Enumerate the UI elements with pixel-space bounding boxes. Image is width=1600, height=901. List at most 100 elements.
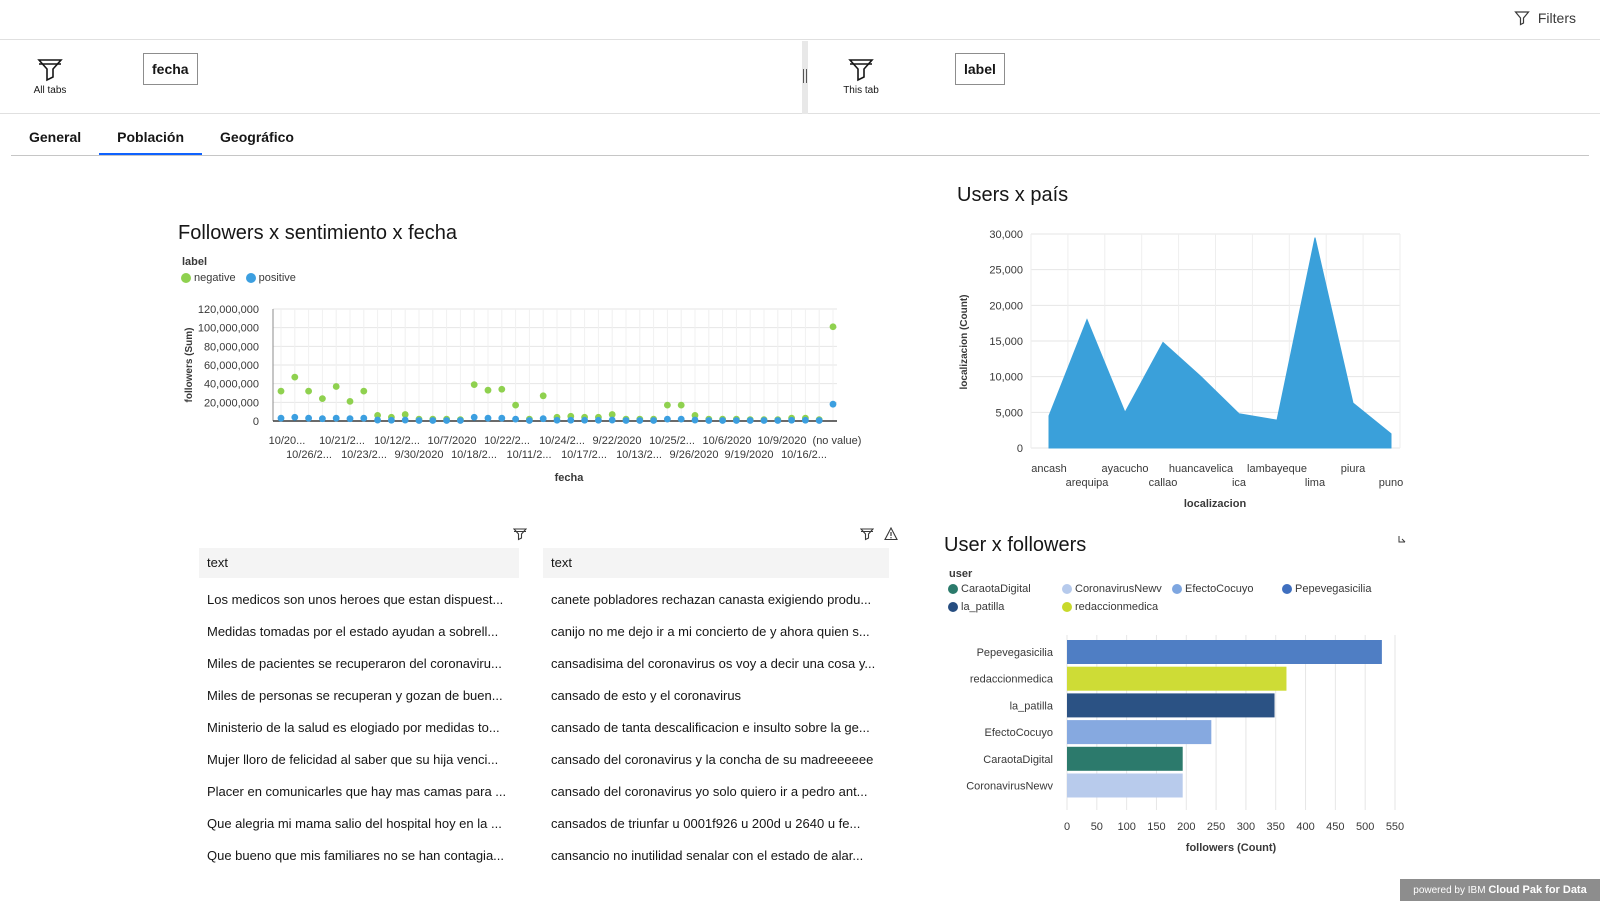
table-row[interactable]: cansados de triunfar u 0001f926 u 200d u… (551, 816, 861, 831)
table-header[interactable]: text (199, 548, 519, 578)
y-tick-label: 20,000 (989, 300, 1023, 312)
legend-swatch (245, 273, 256, 283)
legend-item-positive[interactable]: positive (245, 272, 296, 284)
x-tick-label: 550 (1386, 821, 1404, 833)
x-axis-title: localizacion (1184, 498, 1247, 510)
table-row[interactable]: Los medicos son unos heroes que estan di… (207, 592, 504, 607)
legend-item-negative[interactable]: negative (181, 272, 236, 284)
y-axis-title: user (940, 701, 941, 722)
filter-bar: All tabs fecha This tab label (0, 41, 1600, 114)
expand-icon[interactable] (1397, 534, 1407, 544)
x-tick-label: ancash (1031, 463, 1066, 475)
table-row[interactable]: cansancio no inutilidad senalar con el e… (551, 848, 864, 863)
filters-button[interactable]: Filters (1514, 10, 1576, 26)
scatter-point-negative (470, 381, 478, 388)
y-axis-title: localizacion (Count) (959, 295, 970, 390)
scatter-point-positive (691, 416, 699, 424)
y-tick-label: 0 (253, 416, 259, 428)
legend-item-coronavirusnewv[interactable]: CoronavirusNewv (1062, 583, 1162, 595)
legend-item-efectococuyo[interactable]: EfectoCocuyo (1172, 583, 1272, 595)
legend-label: Pepevegasicilia (1295, 583, 1372, 595)
scatter-point-positive (760, 417, 768, 424)
table-row[interactable]: cansado del coronavirus y la concha de s… (551, 752, 874, 767)
scatter-point-negative (498, 385, 506, 393)
filter-chip-label[interactable]: label (955, 53, 1005, 85)
tab-geografico[interactable]: Geográfico (220, 129, 294, 145)
x-tick-label: 350 (1267, 821, 1285, 833)
scatter-point-negative (691, 412, 699, 419)
table-row[interactable]: canijo no me dejo ir a mi concierto de y… (551, 624, 870, 639)
y-tick-label: la_patilla (1010, 700, 1054, 712)
table-row[interactable]: cansado del coronavirus yo solo quiero i… (551, 784, 868, 799)
x-axis-title: followers (Count) (1186, 842, 1277, 854)
x-tick-label: callao (1149, 477, 1178, 489)
scatter-point-negative (277, 387, 285, 395)
scatter-point-positive (457, 417, 464, 424)
table-row[interactable]: Miles de personas se recuperan y gozan d… (207, 688, 503, 703)
table-row[interactable]: Que alegria mi mama salio del hospital h… (207, 816, 502, 831)
x-tick-label: piura (1341, 463, 1366, 475)
scatter-point-positive (774, 417, 782, 424)
x-tick-label: (no value) (813, 435, 862, 447)
tab-poblacion[interactable]: Población (99, 120, 203, 155)
scatter-point-negative (401, 411, 409, 418)
scatter-point-positive (733, 417, 740, 424)
legend-label: redaccionmedica (1075, 601, 1159, 613)
scatter-point-positive (719, 417, 726, 424)
area-chart-title: Users x país (957, 184, 1069, 206)
x-tick-label: 9/26/2020 (670, 449, 719, 461)
tab-general[interactable]: General (29, 129, 82, 145)
filter-chip-fecha[interactable]: fecha (143, 53, 198, 85)
scatter-point-positive (443, 417, 450, 424)
x-tick-label: ayacucho (1101, 463, 1148, 475)
x-tick-label: 10/21/2... (319, 435, 365, 447)
this-tab-scope[interactable]: This tab (833, 57, 889, 96)
filter-icon[interactable] (860, 527, 874, 541)
table-row[interactable]: cansadisima del coronavirus os voy a dec… (551, 656, 876, 671)
table-row[interactable]: Placer en comunicarles que hay mas camas… (207, 784, 507, 799)
hbar-legend: CaraotaDigital CoronavirusNewv EfectoCoc… (948, 583, 1388, 613)
x-tick-label: 10/18/2... (451, 449, 497, 461)
splitter-grip-icon[interactable] (803, 69, 807, 83)
table-row[interactable]: Medidas tomadas por el estado ayudan a s… (207, 624, 499, 639)
scatter-point-positive (595, 416, 602, 424)
legend-item-caraotadigital[interactable]: CaraotaDigital (948, 583, 1052, 595)
scatter-point-positive (305, 414, 312, 422)
filter-icon[interactable] (513, 527, 527, 541)
legend-item-pepevegasicilia[interactable]: Pepevegasicilia (1282, 583, 1382, 595)
legend-item-redaccionmedica[interactable]: redaccionmedica (1062, 601, 1172, 613)
panel-splitter[interactable] (802, 41, 808, 114)
scatter-point-positive (319, 415, 326, 423)
legend-label: positive (258, 272, 296, 284)
scatter-point-positive (526, 417, 533, 424)
warning-icon[interactable] (884, 527, 898, 541)
x-tick-label: puno (1379, 477, 1403, 489)
x-tick-label: huancavelica (1169, 463, 1234, 475)
x-tick-label: 10/25/2... (649, 435, 695, 447)
legend-item-la-patilla[interactable]: la_patilla (948, 601, 1052, 613)
area-chart: 0 5,000 10,000 15,000 20,000 25,000 30,000 anca… (959, 229, 1403, 510)
brand-prefix: IBM (1467, 885, 1486, 896)
scatter-point-positive (746, 417, 754, 424)
legend-swatch (1282, 584, 1292, 594)
table-row[interactable]: cansado de esto y el coronavirus (551, 688, 742, 703)
y-tick-label: 60,000,000 (204, 360, 259, 372)
all-tabs-scope[interactable]: All tabs (22, 57, 78, 96)
table-row[interactable]: canete pobladores rechazan canasta exigi… (551, 592, 872, 607)
x-tick-label: 10/16/2... (781, 449, 827, 461)
table-row[interactable]: Ministerio de la salud es elogiado por m… (207, 720, 500, 735)
table-row[interactable]: cansado de tanta descalificacion e insul… (551, 720, 870, 735)
scatter-point-positive (360, 414, 368, 422)
y-tick-label: 5,000 (995, 407, 1023, 419)
scatter-point-positive (608, 416, 616, 424)
table-row[interactable]: Mujer lloro de felicidad al saber que su… (207, 752, 499, 767)
scatter-point-positive (277, 414, 285, 422)
scatter-point-negative (291, 373, 299, 381)
scatter-point-positive (388, 416, 395, 424)
table-row[interactable]: Que bueno que mis familiares no se han c… (207, 848, 505, 863)
x-tick-label: 100 (1117, 821, 1135, 833)
x-tick-label: 250 (1207, 821, 1225, 833)
scatter-point-negative (677, 401, 685, 409)
table-row[interactable]: Miles de pacientes se recuperaron del co… (207, 656, 502, 671)
table-header[interactable]: text (543, 548, 889, 578)
